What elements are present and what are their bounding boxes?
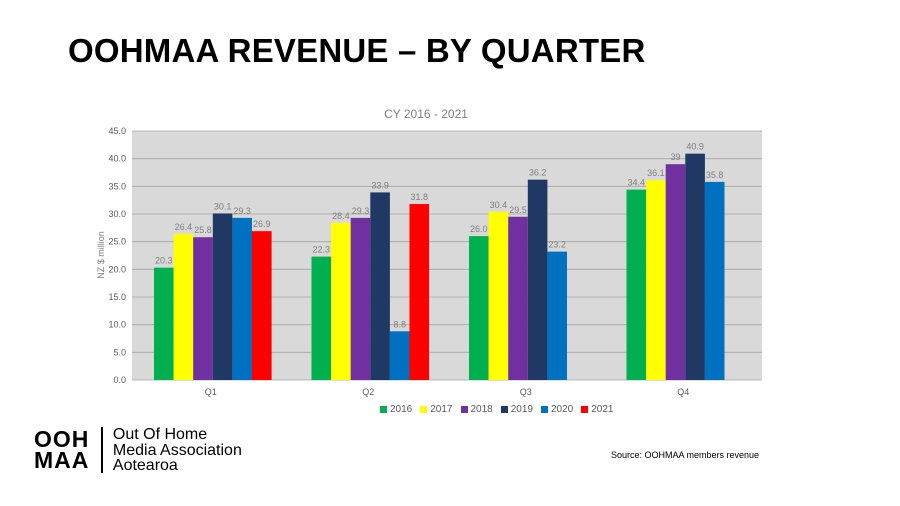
bar-2018-q1 (193, 237, 213, 380)
logo-text-line1: Out Of Home (112, 426, 208, 443)
bar-chart: CY 2016 - 2021 0.0 5.0 10.0 15.0 20.0 25.0 30.… (96, 107, 762, 397)
bar-2019-q3 (527, 179, 548, 380)
bar-2020-q4 (704, 181, 725, 380)
x-tick-label: Q1 (205, 387, 217, 397)
logo-text-line3: Aotearoa (112, 457, 178, 474)
bar-2021-q1 (252, 231, 272, 380)
legend-swatch (541, 406, 548, 413)
chart-title: CY 2016 - 2021 (384, 107, 468, 121)
data-label: 36.1 (647, 168, 665, 178)
data-label: 36.2 (529, 168, 547, 178)
legend-item-2018: 2018 (460, 404, 493, 415)
source-note: Source: OOHMAA members revenue (611, 450, 760, 460)
legend-label: 2019 (510, 404, 533, 415)
logo-divider (101, 427, 103, 474)
y-tick-label: 10.0 (108, 320, 126, 330)
y-tick-label: 15.0 (108, 292, 126, 302)
bar-2017-q3 (488, 211, 509, 380)
data-label: 31.8 (411, 192, 429, 202)
legend-swatch (500, 406, 508, 413)
y-tick-label: 20.0 (108, 264, 126, 274)
bar-2019-q2 (370, 192, 390, 380)
logo-mark-line1: OOH (34, 426, 90, 453)
bars (154, 153, 725, 380)
bar-2016-q4 (626, 189, 647, 380)
data-label: 22.3 (313, 245, 331, 255)
y-tick-label: 30.0 (108, 209, 126, 219)
bar-2017-q2 (331, 222, 351, 380)
x-tick-label: Q2 (362, 387, 374, 397)
data-label: 26.0 (470, 224, 488, 234)
y-axis-ticks: 0.0 5.0 10.0 15.0 20.0 25.0 30.0 35.0 40.0 45.0 (108, 126, 126, 385)
bar-2018-q4 (665, 164, 686, 380)
logo-text: Out Of Home Media Association Aotearoa (113, 427, 242, 474)
legend-label: 2017 (430, 404, 453, 415)
data-label: 35.8 (706, 170, 724, 180)
y-axis-label: NZ $ million (96, 231, 106, 279)
bar-2020-q1 (232, 217, 252, 380)
y-tick-label: 25.0 (108, 237, 126, 247)
legend-item-2016: 2016 (380, 404, 412, 415)
data-label: 30.1 (214, 201, 232, 211)
bar-2016-q1 (154, 267, 174, 380)
data-label: 34.4 (628, 178, 646, 188)
data-labels: 20.326.4 25.830.1 29.326.922.328.4 29.333.9… (155, 142, 723, 330)
legend-item-2017: 2017 (420, 404, 453, 415)
logo-text-line2: Media Association (112, 441, 242, 459)
bar-2016-q2 (311, 256, 332, 380)
data-label: 33.9 (371, 180, 389, 190)
x-tick-label: Q3 (520, 387, 532, 397)
data-label: 23.2 (548, 240, 566, 250)
data-label: 28.4 (332, 211, 350, 221)
legend-label: 2016 (390, 404, 413, 415)
legend-item-2020: 2020 (541, 404, 573, 415)
legend-label: 2018 (470, 404, 493, 415)
legend-swatch (581, 406, 589, 413)
legend-item-2019: 2019 (500, 404, 533, 415)
bar-2018-q3 (508, 216, 528, 380)
bar-2020-q3 (547, 251, 567, 380)
y-tick-label: 40.0 (108, 154, 126, 164)
data-label: 39 (670, 152, 680, 162)
logo-mark: OOH MAA (34, 426, 90, 474)
bar-2016-q3 (469, 236, 489, 380)
x-tick-label: Q4 (677, 387, 689, 397)
legend-swatch (460, 406, 468, 413)
bar-2017-q4 (646, 180, 666, 380)
data-label: 8.8 (393, 319, 406, 329)
bar-2019-q4 (685, 153, 705, 380)
legend-swatch (420, 406, 428, 413)
data-label: 29.5 (509, 205, 527, 215)
data-label: 29.3 (352, 206, 370, 216)
bar-2020-q2 (389, 331, 410, 380)
legend-label: 2021 (591, 404, 614, 415)
data-label: 26.4 (175, 222, 193, 232)
data-label: 20.3 (155, 256, 173, 266)
y-tick-label: 35.0 (108, 181, 126, 191)
y-tick-label: 45.0 (108, 126, 126, 136)
data-label: 40.9 (686, 142, 704, 152)
data-label: 25.8 (194, 225, 212, 235)
legend-swatch (380, 406, 387, 413)
data-label: 26.9 (253, 219, 271, 229)
data-label: 30.4 (490, 200, 508, 210)
legend-item-2021: 2021 (581, 404, 614, 415)
x-axis-ticks: Q1 Q2 Q3 Q4 (205, 387, 690, 397)
bar-2021-q2 (409, 204, 430, 380)
legend-label: 2020 (551, 404, 574, 415)
y-tick-label: 0.0 (113, 375, 126, 385)
bar-2017-q1 (173, 233, 194, 380)
oohmaa-logo: OOH MAA Out Of Home Media Association Ao… (34, 427, 242, 474)
logo-mark-line2: MAA (34, 447, 90, 474)
bar-2018-q2 (350, 217, 371, 380)
legend: 2016 2017 2018 2019 2020 2021 (380, 404, 614, 415)
data-label: 29.3 (233, 206, 251, 216)
bar-2019-q1 (212, 213, 233, 380)
page-title: OOHMAA REVENUE – BY QUARTER (68, 32, 646, 69)
y-tick-label: 5.0 (113, 347, 126, 357)
